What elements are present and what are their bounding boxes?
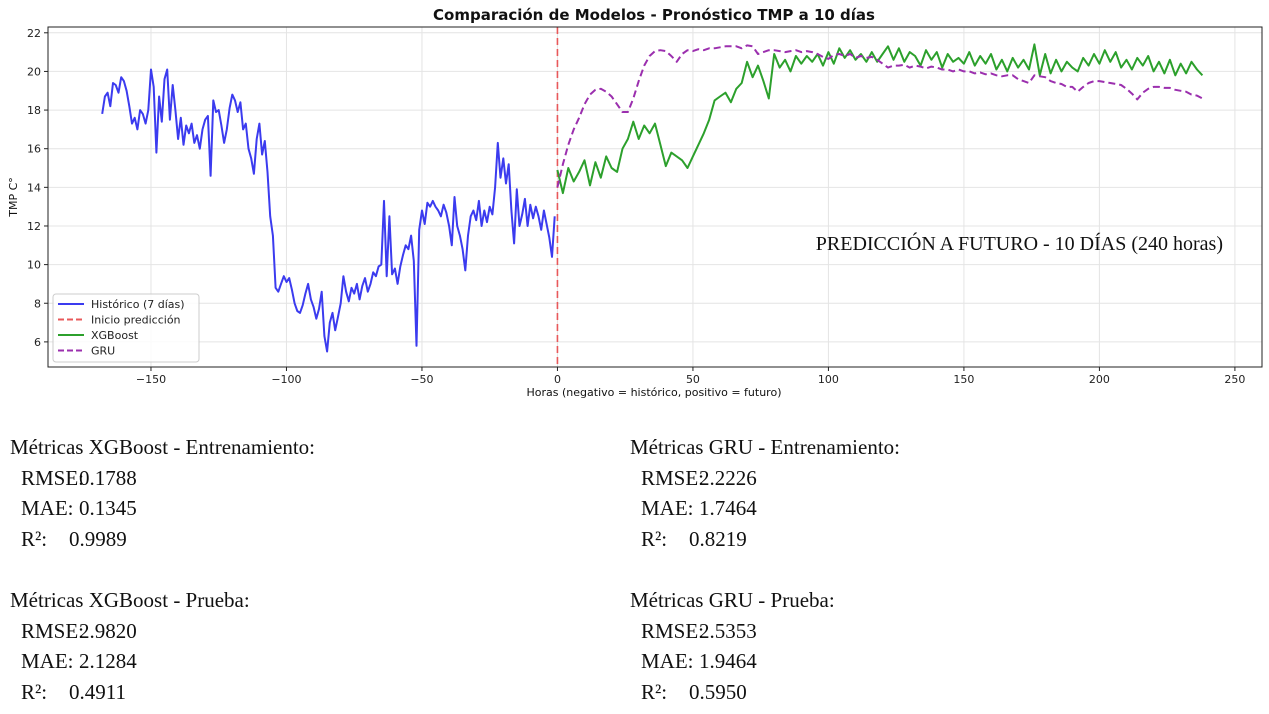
gru-train-title: Métricas GRU - Entrenamiento: bbox=[630, 435, 901, 459]
xgb-test-mae-value: 2.1284 bbox=[79, 649, 137, 673]
legend-label: Inicio predicción bbox=[91, 314, 181, 327]
series-line-histórico bbox=[101, 68, 556, 353]
mae-label: MAE: bbox=[21, 496, 74, 520]
xgb-train-mae-row: MAE: 0.1345 bbox=[10, 493, 315, 524]
xgb-train-rmse-row: RMSE:0.1788 bbox=[10, 463, 315, 494]
mae-label: MAE: bbox=[21, 649, 74, 673]
series-line-gru bbox=[556, 44, 1203, 188]
gru-train-rmse-value: 2.2226 bbox=[699, 465, 757, 490]
y-tick-label: 10 bbox=[27, 259, 41, 272]
xgb-train-title: Métricas XGBoost - Entrenamiento: bbox=[10, 435, 316, 459]
x-tick-label: 50 bbox=[686, 373, 700, 386]
x-tick-label: 250 bbox=[1224, 373, 1245, 386]
xgb-test-metrics: Métricas XGBoost - Prueba: RMSE:2.9820 M… bbox=[10, 585, 250, 707]
y-tick-label: 22 bbox=[27, 27, 41, 40]
r2-label: R²: bbox=[21, 679, 48, 704]
forecast-annotation: PREDICCIÓN A FUTURO - 10 DÍAS (240 horas… bbox=[816, 231, 1223, 255]
x-tick-label: 200 bbox=[1089, 373, 1110, 386]
y-tick-label: 12 bbox=[27, 220, 41, 233]
series-line-xgboost bbox=[556, 43, 1204, 195]
xgb-test-rmse-row: RMSE:2.9820 bbox=[10, 616, 250, 647]
mae-label: MAE: bbox=[641, 496, 694, 520]
xgb-test-title: Métricas XGBoost - Prueba: bbox=[10, 588, 250, 612]
mae-label: MAE: bbox=[641, 649, 694, 673]
rmse-label: RMSE: bbox=[21, 465, 85, 490]
x-tick-label: 100 bbox=[818, 373, 839, 386]
r2-label: R²: bbox=[21, 526, 48, 551]
x-tick-label: −150 bbox=[136, 373, 166, 386]
legend-box bbox=[52, 293, 200, 363]
xgb-train-rmse-value: 0.1788 bbox=[79, 465, 137, 490]
y-tick-label: 6 bbox=[34, 336, 41, 349]
r2-label: R²: bbox=[641, 526, 668, 551]
rmse-label: RMSE: bbox=[641, 618, 705, 643]
y-tick-label: 8 bbox=[34, 297, 41, 310]
legend-label: Histórico (7 días) bbox=[91, 298, 185, 311]
chart-title: Comparación de Modelos - Pronóstico TMP … bbox=[433, 6, 875, 24]
gru-test-mae-row: MAE: 1.9464 bbox=[630, 646, 835, 677]
gru-test-r2-row: R²: 0.5950 bbox=[630, 677, 835, 708]
gru-train-rmse-row: RMSE:2.2226 bbox=[630, 463, 900, 494]
xgb-train-r2-value: 0.9989 bbox=[69, 526, 127, 551]
plot-frame bbox=[47, 26, 1263, 368]
x-axis-label: Horas (negativo = histórico, positivo = … bbox=[527, 386, 782, 399]
gru-test-rmse-value: 2.5353 bbox=[699, 618, 757, 643]
x-tick-label: 150 bbox=[953, 373, 974, 386]
chart-legend: Histórico (7 días) Inicio predicción XGBoo… bbox=[52, 293, 200, 363]
rmse-label: RMSE: bbox=[641, 465, 705, 490]
forecast-chart: Comparación de Modelos - Pronóstico TMP … bbox=[7, 6, 1263, 399]
gru-test-title: Métricas GRU - Prueba: bbox=[630, 588, 835, 612]
xgb-test-r2-row: R²: 0.4911 bbox=[10, 677, 250, 708]
gru-test-mae-value: 1.9464 bbox=[699, 649, 757, 673]
y-tick-label: 20 bbox=[27, 65, 41, 78]
xgb-train-r2-row: R²: 0.9989 bbox=[10, 524, 315, 555]
gru-train-r2-row: R²: 0.8219 bbox=[630, 524, 900, 555]
xgb-test-mae-row: MAE: 2.1284 bbox=[10, 646, 250, 677]
xgb-test-r2-value: 0.4911 bbox=[69, 679, 126, 704]
series-lines bbox=[101, 43, 1204, 353]
legend-label: GRU bbox=[91, 345, 115, 358]
grid-lines bbox=[48, 27, 1262, 367]
axis-ticks: −150 −100 −50 0 50 100 150 200 250 6 8 10 12 14 16 18 20… bbox=[27, 27, 1245, 386]
xgb-train-metrics: Métricas XGBoost - Entrenamiento: RMSE:0… bbox=[10, 432, 315, 554]
y-tick-label: 14 bbox=[27, 181, 41, 194]
rmse-label: RMSE: bbox=[21, 618, 85, 643]
r2-label: R²: bbox=[641, 679, 668, 704]
x-tick-label: −50 bbox=[410, 373, 433, 386]
y-tick-label: 16 bbox=[27, 143, 41, 156]
y-axis-label: TMP C° bbox=[7, 177, 20, 218]
xgb-train-mae-value: 0.1345 bbox=[79, 496, 137, 520]
gru-train-r2-value: 0.8219 bbox=[689, 526, 747, 551]
legend-label: XGBoost bbox=[91, 329, 139, 342]
y-tick-label: 18 bbox=[27, 104, 41, 117]
gru-test-metrics: Métricas GRU - Prueba: RMSE:2.5353 MAE: 1… bbox=[630, 585, 835, 707]
xgb-test-rmse-value: 2.9820 bbox=[79, 618, 137, 643]
gru-test-rmse-row: RMSE:2.5353 bbox=[630, 616, 835, 647]
x-tick-label: −100 bbox=[271, 373, 301, 386]
gru-train-mae-row: MAE: 1.7464 bbox=[630, 493, 900, 524]
gru-train-metrics: Métricas GRU - Entrenamiento: RMSE:2.222… bbox=[630, 432, 900, 554]
gru-train-mae-value: 1.7464 bbox=[699, 496, 757, 520]
gru-test-r2-value: 0.5950 bbox=[689, 679, 747, 704]
x-tick-label: 0 bbox=[554, 373, 561, 386]
